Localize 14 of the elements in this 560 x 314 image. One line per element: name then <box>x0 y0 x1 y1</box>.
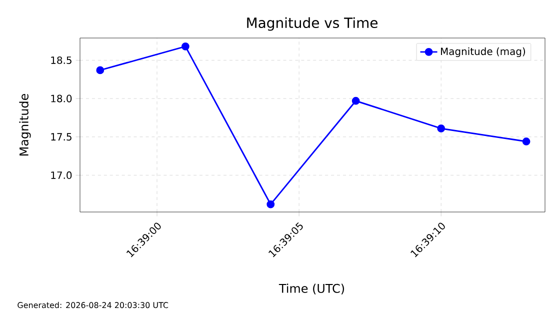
y-tick-label: 18.5 <box>51 56 72 64</box>
y-tick-label: 17.5 <box>51 133 72 141</box>
x-axis-title: Time (UTC) <box>278 284 344 294</box>
point <box>266 200 275 208</box>
y-tick-label: 17.0 <box>51 171 72 179</box>
point <box>182 42 190 50</box>
y-axis-title: Magnitude <box>19 94 31 156</box>
point <box>96 66 104 74</box>
point <box>437 124 446 132</box>
chart-title: Magnitude vs Time <box>247 17 378 31</box>
point <box>352 96 360 105</box>
y-tick-label: 18.0 <box>51 94 72 102</box>
legend-label: Magnitude (mag) <box>441 47 526 58</box>
point <box>522 138 530 146</box>
